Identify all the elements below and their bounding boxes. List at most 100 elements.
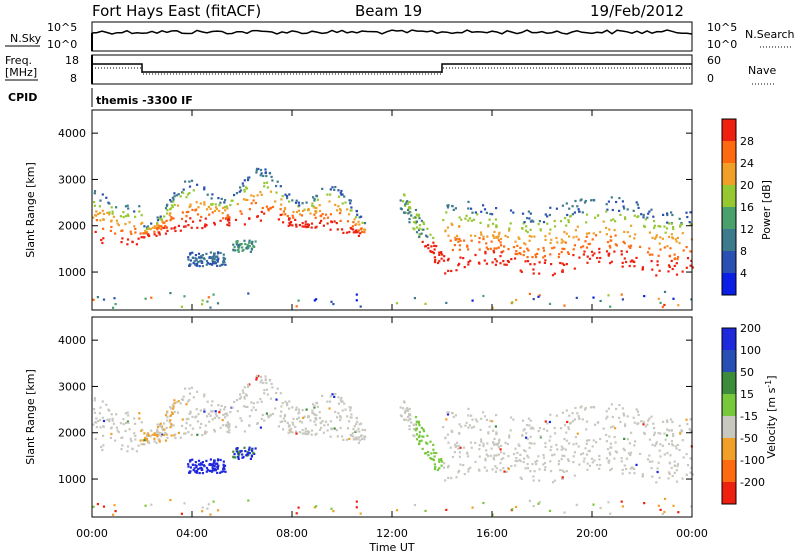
power-cell — [329, 213, 332, 216]
velocity-cell — [145, 439, 148, 442]
power-cell — [424, 245, 427, 248]
power-cell — [304, 223, 307, 226]
power-cell — [235, 192, 239, 195]
power-cell — [184, 225, 187, 228]
velocity-cell — [296, 417, 299, 421]
velocity-cell — [422, 430, 426, 433]
power-cell — [192, 262, 195, 265]
velocity-cell — [318, 411, 321, 414]
velocity-cell — [549, 435, 552, 438]
power-cell — [315, 298, 318, 301]
velocity-cell — [592, 439, 595, 442]
power-cell — [605, 210, 608, 213]
velocity-cell — [169, 499, 172, 502]
velocity-cell — [585, 420, 589, 423]
power-cell — [459, 256, 462, 259]
velocity-cell — [599, 463, 602, 467]
power-cell — [664, 231, 667, 234]
velocity-cell — [497, 446, 500, 449]
power-cell — [333, 220, 336, 223]
velocity-cell — [212, 462, 215, 465]
power-cell — [429, 233, 432, 236]
velocity-cell — [491, 468, 494, 471]
power-cell — [216, 302, 220, 305]
velocity-cell — [339, 419, 342, 422]
power-cell — [131, 240, 134, 244]
nave-label: Nave — [748, 64, 776, 77]
power-cell — [659, 301, 662, 304]
velocity-cell — [567, 428, 570, 431]
velocity-cell — [524, 450, 527, 453]
power-cell — [320, 214, 323, 217]
power-cell — [274, 200, 277, 203]
power-cell — [226, 215, 229, 218]
power-cell — [298, 204, 301, 207]
velocity-cell — [264, 378, 267, 381]
velocity-cell — [532, 475, 535, 478]
velocity-cell — [537, 430, 540, 433]
power-cell — [399, 199, 402, 202]
power-cell — [101, 241, 104, 245]
power-colorbar-tick: 16 — [740, 201, 754, 214]
power-cell — [157, 224, 160, 227]
power-cell — [216, 260, 219, 263]
power-cell — [486, 235, 489, 238]
velocity-cell — [543, 462, 546, 465]
velocity-cell — [182, 395, 185, 398]
power-cell — [242, 248, 245, 252]
velocity-cell — [553, 453, 556, 456]
power-cell — [359, 228, 363, 231]
velocity-cell — [575, 503, 578, 506]
power-cell — [214, 203, 217, 206]
velocity-cell — [173, 410, 176, 413]
velocity-colorbar-label: Velocity [m s-1] — [764, 375, 778, 458]
velocity-cell — [622, 447, 625, 450]
velocity-cell — [364, 435, 367, 438]
power-cell — [519, 246, 522, 249]
power-cell — [519, 253, 522, 256]
power-cell — [196, 183, 199, 186]
power-cell — [599, 256, 602, 260]
power-cell — [677, 304, 680, 307]
velocity-cell — [304, 427, 307, 430]
velocity-cell — [511, 508, 514, 511]
velocity-cell — [224, 406, 227, 409]
power-cell — [172, 217, 175, 220]
velocity-cell — [445, 508, 448, 511]
power-cell — [576, 225, 579, 228]
nsearch-bottom-tick: 10^0 — [707, 38, 737, 51]
power-cell — [535, 256, 538, 259]
velocity-cell — [605, 433, 608, 436]
velocity-cell — [110, 426, 113, 429]
velocity-cell — [139, 439, 142, 442]
power-cell — [138, 210, 141, 213]
power-cell — [488, 218, 491, 221]
power-cell — [641, 268, 644, 271]
power-cell — [222, 258, 225, 261]
velocity-cell — [427, 450, 430, 454]
power-cell — [315, 225, 318, 228]
freq-trace — [92, 63, 692, 73]
power-cell — [158, 233, 161, 236]
power-cell — [671, 267, 674, 271]
power-cell — [431, 251, 434, 254]
velocity-cell — [507, 455, 510, 458]
velocity-cell — [572, 455, 575, 458]
velocity-cell — [546, 422, 549, 425]
power-cell — [160, 228, 163, 231]
power-cell — [249, 250, 252, 253]
power-cell — [291, 214, 294, 217]
power-cell — [343, 195, 346, 198]
power-cell — [156, 227, 159, 230]
power-cell — [413, 221, 416, 224]
power-cell — [465, 214, 468, 217]
velocity-cell — [236, 447, 239, 450]
velocity-cell — [187, 463, 190, 466]
velocity-cell — [355, 417, 358, 420]
power-cell — [510, 258, 513, 261]
power-cell — [335, 222, 338, 225]
velocity-cell — [93, 399, 96, 402]
power-cell — [213, 254, 216, 257]
power-cell — [663, 303, 666, 307]
power-cell — [578, 210, 581, 213]
